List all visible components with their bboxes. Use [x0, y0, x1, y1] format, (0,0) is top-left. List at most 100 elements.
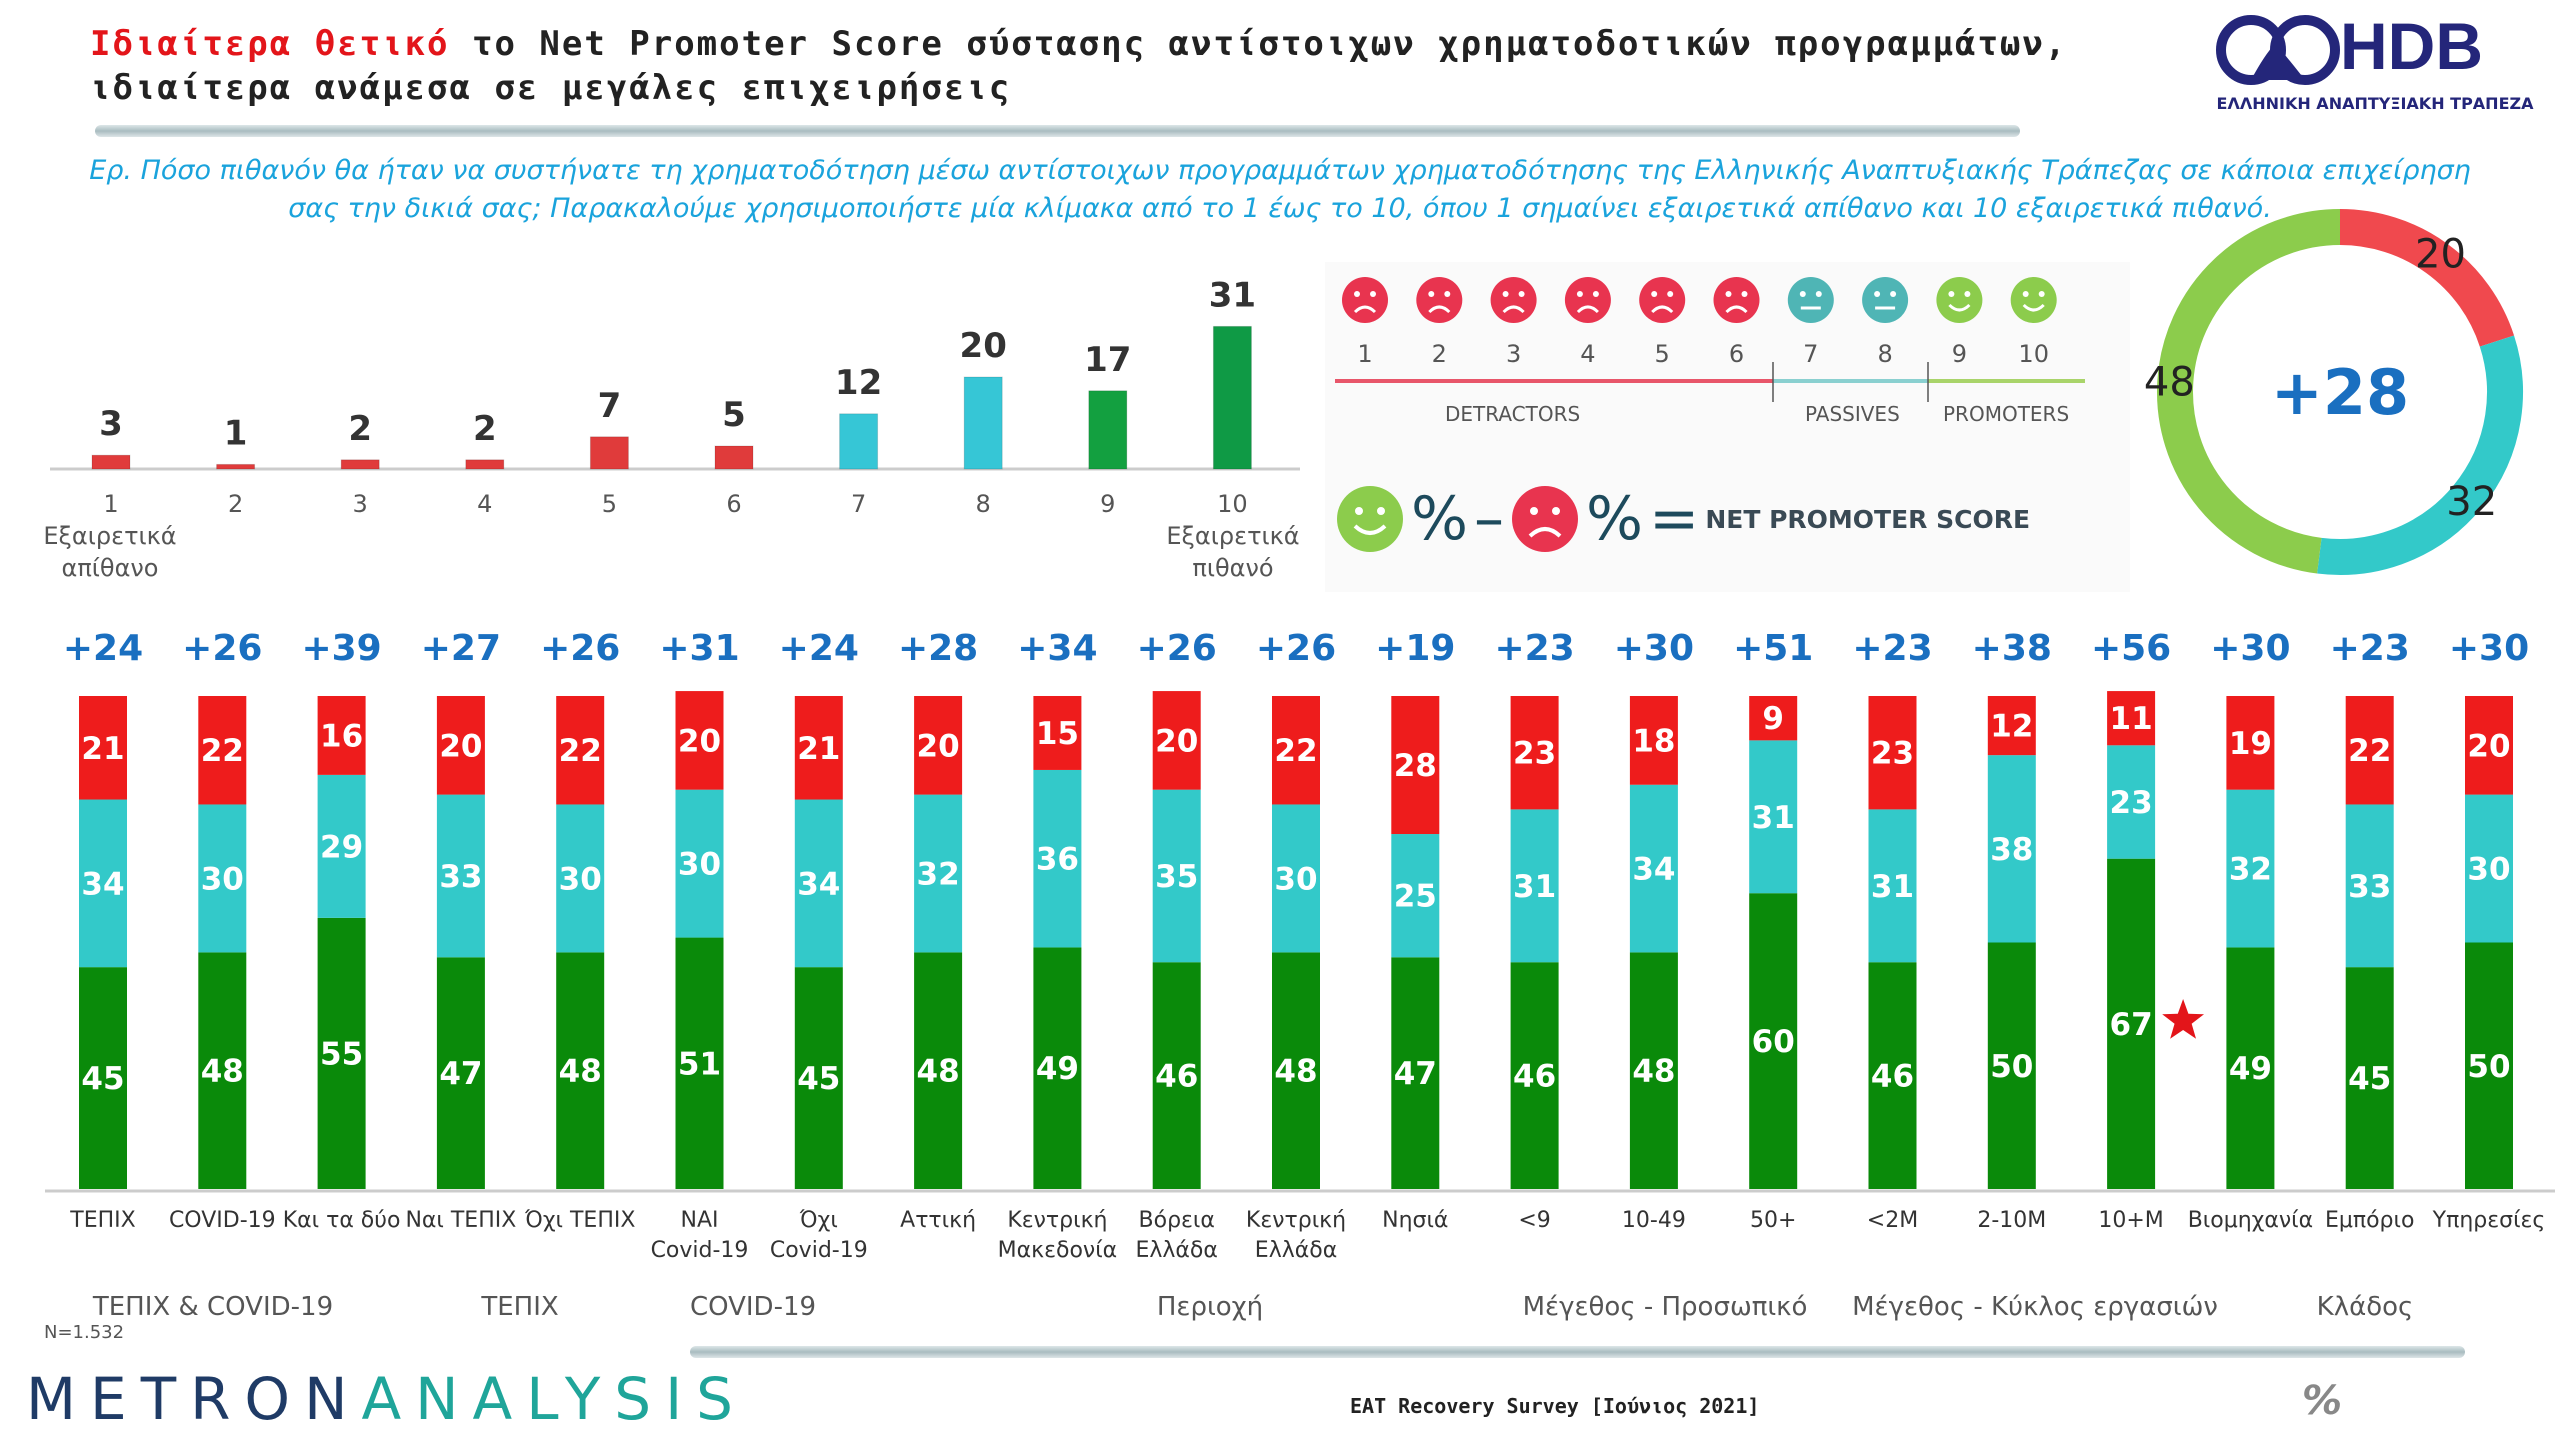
segment-value: 67	[2110, 1007, 2153, 1043]
segment-promoters	[1868, 962, 1917, 1189]
segment-value: 60	[1752, 1024, 1795, 1060]
tick-label: 9	[1100, 490, 1115, 518]
segment-value: 23	[1513, 736, 1556, 772]
smiley-sad-icon	[1512, 486, 1579, 552]
bar-value-label: 31	[1209, 275, 1256, 315]
mouth	[1725, 305, 1748, 314]
segment-value: 20	[917, 728, 960, 764]
eye	[1890, 291, 1897, 297]
nps-value: +38	[1972, 628, 2052, 669]
bar-value-label: 17	[1084, 340, 1131, 380]
segment-passives	[1272, 804, 1320, 953]
tick-label: 8	[976, 490, 991, 518]
brand-a: METRON	[26, 1365, 362, 1433]
face-circle	[1639, 277, 1686, 323]
segment-value: 34	[797, 866, 840, 902]
eye	[1518, 291, 1525, 297]
segment-value: 30	[678, 847, 721, 883]
segment-value: 30	[201, 861, 244, 897]
scale-number: 7	[1803, 340, 1818, 368]
category-label-line: Κεντρική	[1007, 1208, 1107, 1233]
star-icon	[2162, 999, 2205, 1039]
segment-detractors	[1749, 696, 1798, 741]
segment-value: 32	[2229, 852, 2272, 888]
segment-value: 34	[81, 866, 124, 902]
segment-value: 38	[1990, 832, 2033, 868]
segment-value: 20	[2467, 728, 2510, 764]
segment-value: 23	[2110, 785, 2153, 821]
segment-value: 34	[1632, 852, 1675, 888]
segment-promoters	[79, 967, 127, 1189]
segment-passives	[1987, 755, 2036, 943]
bar-10	[1212, 325, 1252, 470]
segment-detractors	[1033, 696, 1082, 770]
scale-number: 9	[1952, 340, 1967, 368]
segment-value: 28	[1394, 748, 1437, 784]
donut-slice-detractors	[2339, 209, 2515, 347]
segment-value: 21	[81, 731, 124, 767]
segment-value: 35	[1155, 859, 1198, 895]
nps-value: +26	[182, 628, 262, 669]
logo-subtitle: ΕΛΛΗΝΙΚΗ ΑΝΑΠΤΥΞΙΑΚΗ ΤΡΑΠΕΖΑ	[2216, 94, 2534, 113]
category-label: ΝΑΙ Covid-19	[651, 1208, 749, 1263]
eye	[1964, 291, 1971, 297]
nps-formula: % – % = NET PROMOTER SCORE	[1335, 484, 2030, 554]
scale-number: 4	[1580, 340, 1595, 368]
category-label: Αττική	[900, 1208, 976, 1233]
bar-value-label: 12	[835, 363, 882, 403]
segment-detractors	[2226, 696, 2275, 790]
footer-divider	[690, 1346, 2465, 1358]
nps-center-value: +28	[2271, 356, 2409, 429]
segment-detractors	[1629, 696, 1678, 785]
bar-5	[589, 436, 629, 470]
mouth	[1502, 305, 1525, 314]
segment-value: 15	[1036, 716, 1079, 752]
category-label: Όχι ΤΕΠΙΧ	[524, 1208, 635, 1233]
happy-face-icon	[2010, 277, 2057, 323]
slice-label: 48	[2144, 359, 2195, 405]
segment-value: 49	[2229, 1051, 2272, 1087]
segment-passives	[1033, 769, 1082, 948]
category-label-line: Ελλάδα	[1135, 1238, 1217, 1263]
bar-4	[465, 459, 505, 470]
sad-face-icon	[1713, 277, 1760, 323]
donut-slice-passives	[2317, 335, 2523, 575]
group-label: Μέγεθος - Κύκλος εργασιών	[1852, 1292, 2218, 1322]
sad-face-icon	[1564, 277, 1611, 323]
group-label: COVID-19	[689, 1292, 817, 1322]
segment-promoters	[794, 967, 843, 1189]
segment-value: 45	[81, 1061, 124, 1097]
category-label: Εμπόριο	[2325, 1208, 2414, 1233]
segment-promoters	[436, 957, 485, 1189]
category-label-line: Κεντρική	[1246, 1208, 1346, 1233]
formula-percent-a: %	[1411, 484, 1469, 554]
formula-label: NET PROMOTER SCORE	[1705, 504, 2031, 534]
nps-value: +31	[659, 628, 739, 669]
segment-passives	[2345, 804, 2394, 968]
eye	[1502, 291, 1509, 297]
segment-value: 46	[1871, 1059, 1914, 1095]
title-highlight: Ιδιαίτερα θετικό	[90, 24, 450, 64]
tick-label: 2	[228, 490, 243, 518]
segment-promoters	[317, 917, 366, 1189]
category-label: Ναι ΤΕΠΙΧ	[405, 1208, 516, 1233]
segment-passives	[317, 774, 366, 918]
segment-value: 48	[917, 1054, 960, 1090]
nps-value: +23	[2330, 628, 2410, 669]
segment-value: 31	[1752, 800, 1795, 836]
group-label: Μέγεθος - Προσωπικό	[1522, 1292, 1808, 1322]
eye	[1948, 291, 1955, 297]
segment-detractors	[1272, 696, 1320, 805]
eye	[1741, 291, 1748, 297]
category-label: Υπηρεσίες	[2432, 1208, 2546, 1233]
segment-value: 49	[1036, 1051, 1079, 1087]
eye	[1799, 291, 1806, 297]
segment-passives	[1391, 834, 1440, 958]
bar-value-label: 2	[348, 409, 372, 449]
eye	[2038, 291, 2045, 297]
segment-passives	[79, 799, 127, 968]
category-label-line: Ελλάδα	[1255, 1238, 1337, 1263]
face-circle	[1416, 277, 1463, 323]
nps-scale: 1 2 3 4 5 6 7 8 9 10	[1335, 277, 2085, 402]
segment-passives	[1749, 740, 1798, 894]
